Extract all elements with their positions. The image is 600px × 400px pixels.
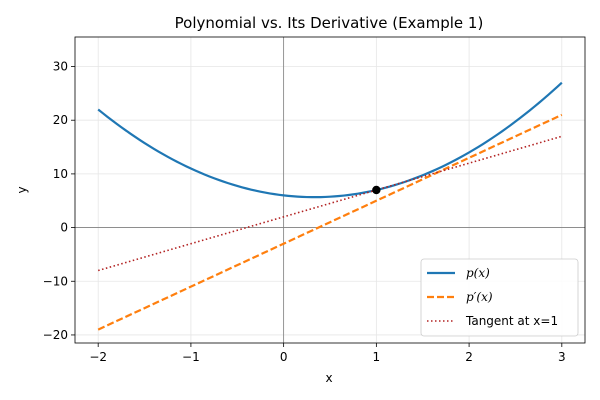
- x-tick-label: −2: [89, 350, 107, 364]
- plot-frame: [74, 36, 586, 344]
- legend-label-0: p(x): [466, 266, 490, 280]
- legend: p(x) p′(x) Tangent at x=1: [420, 258, 579, 337]
- chart-title: Polynomial vs. Its Derivative (Example 1…: [175, 14, 484, 32]
- series-line-2: [97, 135, 563, 272]
- y-tick-label: 10: [53, 167, 68, 181]
- tangent-point: [372, 185, 381, 195]
- y-tick-label: 20: [53, 113, 68, 127]
- y-tick-label: 0: [60, 221, 68, 235]
- y-tick-label: 30: [53, 60, 68, 74]
- legend-label-1: p′(x): [466, 290, 493, 304]
- series-layer: [97, 81, 563, 331]
- x-axis-label: x: [325, 371, 332, 385]
- points-layer: [372, 185, 381, 195]
- reference-lines: [75, 37, 585, 343]
- x-tick-label: 0: [280, 350, 288, 364]
- x-tick-label: −1: [182, 350, 200, 364]
- y-tick-label: −10: [43, 274, 68, 288]
- series-line-0: [97, 81, 563, 199]
- series-line-1: [97, 113, 563, 331]
- y-tick-label: −20: [43, 328, 68, 342]
- legend-box: [420, 258, 579, 337]
- x-tick-label: 3: [558, 350, 566, 364]
- legend-label-2: Tangent at x=1: [465, 314, 558, 328]
- x-tick-label: 2: [465, 350, 473, 364]
- x-tick-label: 1: [373, 350, 381, 364]
- y-axis-label: y: [15, 186, 29, 193]
